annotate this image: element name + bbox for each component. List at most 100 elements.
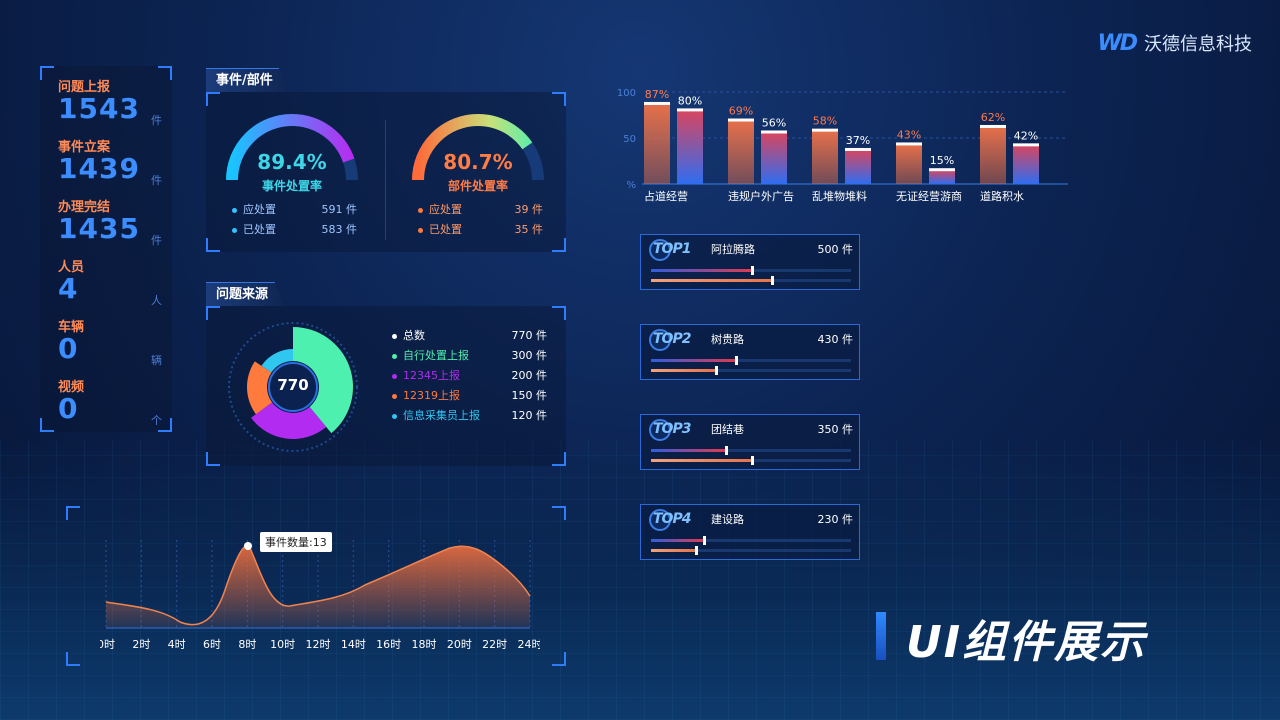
brand: WD 沃德信息科技 [1097,30,1252,56]
donut-slice [251,402,327,439]
chart-tooltip: 事件数量:13 [260,532,332,552]
panel-divider [385,120,386,240]
x-tick-label: 乱堆物堆料 [812,189,867,203]
x-tick-label: 道路积水 [980,189,1024,203]
road-name: 树贵路 [711,333,744,346]
donut-slice [261,349,293,373]
data-label: 43% [897,128,921,141]
stat-label: 办理完结 [58,200,111,215]
bar-cap [761,130,787,134]
bar [929,170,955,184]
bar-cap [980,124,1006,128]
stat-unit: 件 [151,174,162,187]
road-count: 230 件 [817,513,854,526]
gauge-fill [412,114,544,181]
bar-cap [812,128,838,132]
rank-badge: TOP1 [649,239,713,261]
bar [761,132,787,184]
part-rate-value: 80.7% [443,150,513,174]
data-label: 87% [645,88,669,101]
hourly-area-chart: 0时 2时 4时 6时 8时 10时 12时 14时 16时 18时 20时 22时 24时 [100,540,540,651]
stat-label: 问题上报 [58,80,111,95]
data-label: 58% [813,115,837,128]
x-tick-label: 无证经营游商 [896,189,962,203]
x-tick-label: 10时 [270,638,295,651]
event-rate-title: 事件处置率 [261,179,322,193]
donut-center [268,362,318,412]
bar-cap [929,168,955,172]
road-name: 阿拉腾路 [711,243,755,256]
data-label: 37% [846,134,870,147]
bar [644,103,670,184]
gauge-fill [226,114,358,181]
title-accent-bar [876,612,886,660]
donut-slice [247,361,273,415]
part-rate-title: 部件处置率 [447,179,508,193]
top-road-card[interactable]: TOP4 建设路 230 件 [640,504,860,560]
road-bar-2 [651,366,851,375]
rank-badge: TOP2 [649,329,713,351]
road-bar-2 [651,546,851,555]
road-count: 430 件 [817,333,854,346]
event-rows: 应处置 591 件 已处置 583 件 [232,200,357,240]
list-item: 已处置 583 件 [232,220,357,240]
stat-label: 车辆 [58,320,85,335]
source-legend: 总数 770 件 自行处置上报 300 件 12345上报 200 件 1231… [392,326,547,426]
bar [812,130,838,184]
x-tick-label: 16时 [376,638,401,651]
stat-value: 1435 [58,212,140,245]
event-rate-gauge [226,114,358,181]
top-road-card[interactable]: TOP1 阿拉腾路 500 件 [640,234,860,290]
tooltip-point [244,542,252,550]
x-tick-label: 2时 [132,638,150,651]
city-background [0,440,1280,720]
bar [896,144,922,184]
data-label: 69% [729,105,753,118]
source-donut [228,322,358,452]
x-tick-label: 4时 [168,638,186,651]
bar [845,149,871,184]
stat-value: 1439 [58,152,140,185]
bar [677,110,703,184]
x-tick-label: 20时 [447,638,472,651]
x-tick-label: 6时 [203,638,221,651]
bar-cap [644,101,670,105]
list-item: 应处置 591 件 [232,200,357,220]
donut-slice [293,327,353,434]
stat-value: 1543 [58,92,140,125]
legend-item: 自行处置上报 300 件 [392,346,547,366]
y-tick-label: 50 [623,134,636,145]
data-label: 62% [981,111,1005,124]
showcase-title: UI组件展示 [906,617,1147,668]
road-count: 350 件 [817,423,854,436]
x-tick-label: 12时 [306,638,331,651]
x-tick-label: 违规户外广告 [728,189,794,203]
y-tick-label: % [626,180,636,191]
tab-source[interactable]: 问题来源 [206,282,285,306]
stat-unit: 个 [151,414,162,427]
stat-label: 事件立案 [58,140,111,155]
part-rate-gauge [412,114,544,181]
hourly-chart-panel [66,506,566,666]
road-bar-1 [651,356,851,365]
brand-logo: WD [1097,30,1138,56]
road-name: 团结巷 [711,423,744,436]
stat-unit: 件 [151,234,162,247]
x-tick-label: 0时 [100,638,115,651]
bar-cap [677,108,703,112]
road-bar-1 [651,536,851,545]
tab-event-part[interactable]: 事件/部件 [206,68,289,92]
top-road-card[interactable]: TOP3 团结巷 350 件 [640,414,860,470]
list-item: 已处置 35 件 [418,220,543,240]
legend-item: 12319上报 150 件 [392,386,547,406]
road-bar-1 [651,446,851,455]
area-line [105,545,531,626]
top-road-card[interactable]: TOP2 树贵路 430 件 [640,324,860,380]
legend-item: 12345上报 200 件 [392,366,547,386]
x-tick-label: 8时 [238,638,256,651]
bar-cap [728,118,754,122]
legend-item: 信息采集员上报 120 件 [392,406,547,426]
road-bar-2 [651,456,851,465]
data-label: 80% [678,94,702,107]
bar [728,120,754,184]
